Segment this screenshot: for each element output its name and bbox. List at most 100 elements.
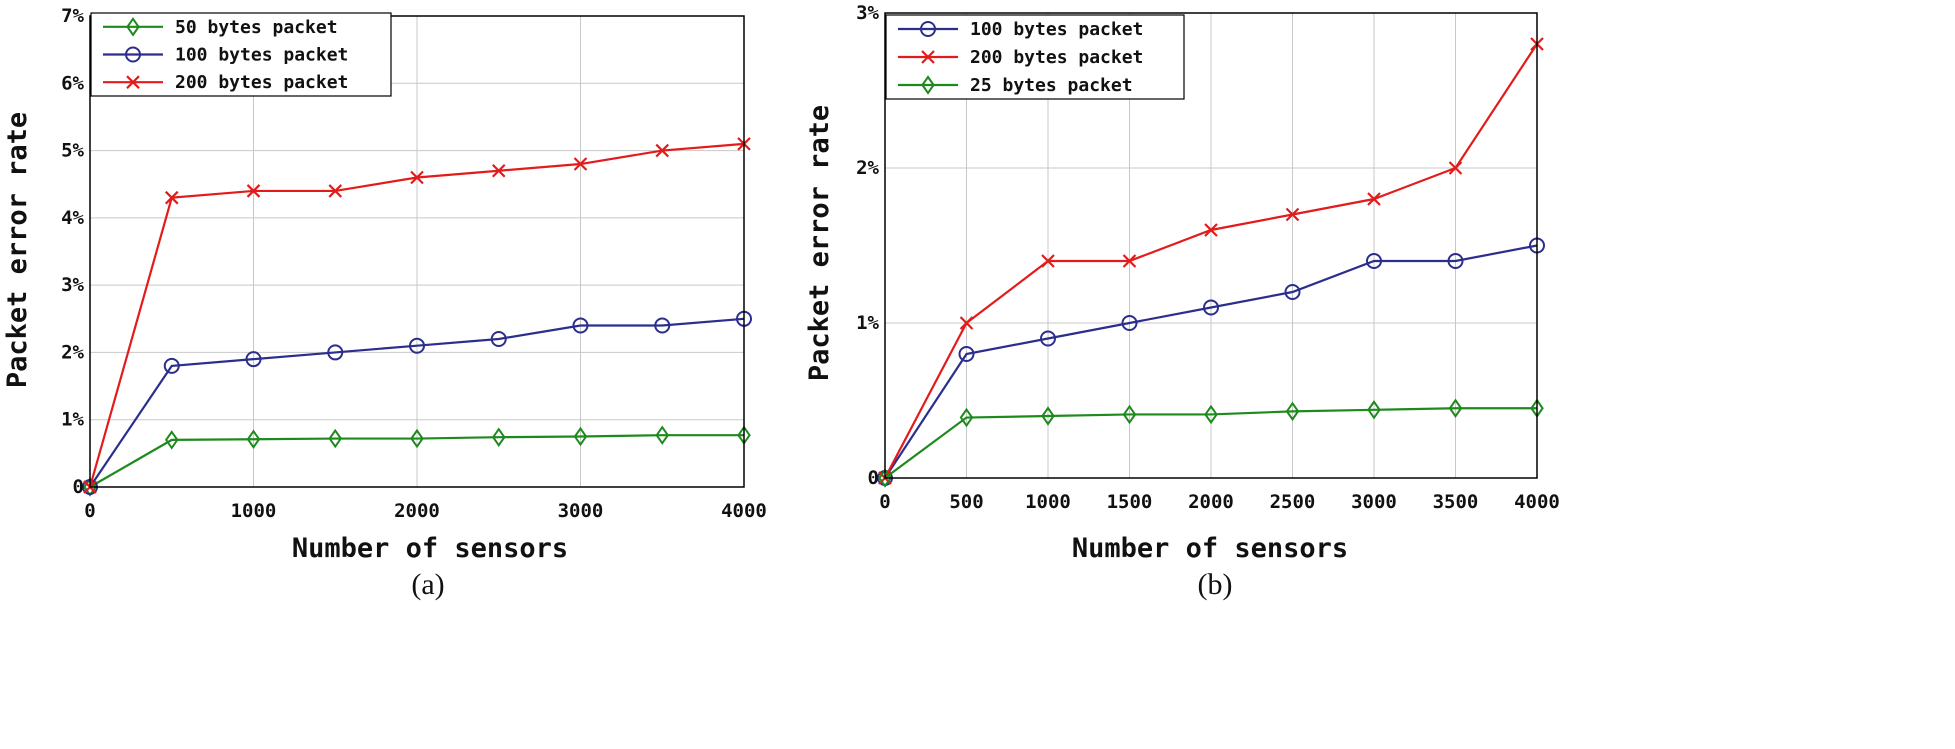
data-point-200-bytes-packet xyxy=(1122,254,1137,268)
data-point-25-bytes-packet xyxy=(1204,404,1218,425)
x-axis-label-panel-a: Number of sensors xyxy=(292,533,568,564)
plot-frame-panel-a xyxy=(89,15,745,488)
data-point-25-bytes-packet xyxy=(1448,398,1463,418)
y-tick-label: 0 xyxy=(868,467,879,489)
legend-marker xyxy=(921,50,935,64)
legend-panel-a: 50 bytes packet 100 bytes packet 200 bytes… xyxy=(90,12,392,97)
x-tick-label: 4000 xyxy=(1514,491,1560,513)
x-tick-label: 3000 xyxy=(1351,491,1397,513)
data-point-50-bytes-packet xyxy=(573,426,588,447)
legend-label: 100 bytes packet xyxy=(970,19,1143,40)
data-point-100-bytes-packet xyxy=(1203,299,1219,316)
y-tick-label: 3% xyxy=(856,2,879,24)
x-tick-label: 3000 xyxy=(558,500,604,522)
x-ticks-panel-b: 0 500 1000 1500 2000 2500 3000 3500 4000 xyxy=(879,491,1560,513)
data-point-25-bytes-packet xyxy=(1285,401,1300,422)
x-tick-label: 0 xyxy=(84,500,95,522)
legend-panel-b: 100 bytes packet 200 bytes packet 25 bytes… xyxy=(885,14,1185,100)
x-tick-label: 1000 xyxy=(231,500,277,522)
data-point-200-bytes-packet xyxy=(1448,161,1463,175)
series-panel-b xyxy=(877,37,1545,488)
data-point-200-bytes-packet xyxy=(573,157,588,171)
series-line-25-bytes-packet xyxy=(884,407,1537,479)
data-point-100-bytes-packet xyxy=(1121,315,1138,331)
legend-label: 25 bytes packet xyxy=(970,75,1133,96)
x-tick-label: 2000 xyxy=(1188,491,1234,513)
y-tick-label: 1% xyxy=(856,312,879,334)
data-point-50-bytes-packet xyxy=(491,427,506,447)
data-point-100-bytes-packet xyxy=(654,317,671,334)
data-point-50-bytes-packet xyxy=(410,428,424,449)
data-point-100-bytes-packet xyxy=(327,344,344,361)
chart-panel-a: 0 1000 2000 3000 4000 0 1% 2% 3% 4% 5% 6% 7% Number… xyxy=(2,5,767,601)
legend-label: 200 bytes packet xyxy=(970,47,1143,68)
y-ticks-panel-a: 0 1% 2% 3% 4% 5% 6% 7% xyxy=(61,5,84,498)
data-point-200-bytes-packet xyxy=(164,190,179,205)
data-point-200-bytes-packet xyxy=(410,170,424,185)
data-point-100-bytes-packet xyxy=(1447,253,1464,269)
data-point-200-bytes-packet xyxy=(1041,254,1055,268)
data-point-50-bytes-packet xyxy=(164,430,179,450)
x-tick-label: 1000 xyxy=(1025,491,1071,513)
data-point-200-bytes-packet xyxy=(1285,207,1300,222)
x-tick-label: 0 xyxy=(879,491,890,513)
y-tick-label: 5% xyxy=(61,140,84,162)
data-point-200-bytes-packet xyxy=(655,143,670,158)
series-line-50-bytes-packet xyxy=(89,434,744,488)
data-point-25-bytes-packet xyxy=(1122,404,1137,425)
y-tick-label: 7% xyxy=(61,5,84,27)
legend-marker xyxy=(920,21,936,37)
legend-marker xyxy=(125,46,141,63)
y-tick-label: 2% xyxy=(61,341,84,363)
data-point-200-bytes-packet xyxy=(1204,223,1218,237)
y-tick-label: 2% xyxy=(856,157,879,179)
y-tick-label: 3% xyxy=(61,274,84,296)
x-tick-label: 3500 xyxy=(1433,491,1479,513)
data-point-200-bytes-packet xyxy=(491,163,506,178)
series-line-100-bytes-packet xyxy=(884,244,1538,479)
legend-label: 100 bytes packet xyxy=(175,45,348,66)
data-point-50-bytes-packet xyxy=(655,425,670,445)
chart-panel-b: 0 500 1000 1500 2000 2500 3000 3500 4000 0 1% 2% 3%… xyxy=(804,2,1560,601)
data-point-100-bytes-packet xyxy=(1040,330,1056,347)
data-point-50-bytes-packet xyxy=(328,428,343,449)
y-tick-label: 0 xyxy=(73,476,84,498)
y-tick-label: 6% xyxy=(61,72,84,94)
x-tick-label: 2000 xyxy=(394,500,440,522)
series-panel-a xyxy=(82,137,752,497)
legend-marker xyxy=(921,75,935,95)
legend-marker xyxy=(126,17,140,37)
data-point-200-bytes-packet xyxy=(1367,192,1381,206)
x-ticks-panel-a: 0 1000 2000 3000 4000 xyxy=(84,500,767,522)
data-point-200-bytes-packet xyxy=(959,316,974,330)
y-axis-label-panel-a: Packet error rate xyxy=(2,112,33,388)
x-tick-label: 500 xyxy=(949,491,983,513)
panel-label-a: (a) xyxy=(411,568,444,601)
y-tick-label: 4% xyxy=(61,207,84,229)
data-point-100-bytes-packet xyxy=(958,346,975,362)
x-tick-label: 4000 xyxy=(721,500,767,522)
legend-marker xyxy=(126,75,140,89)
data-point-25-bytes-packet xyxy=(1041,406,1055,426)
data-point-200-bytes-packet xyxy=(328,184,343,198)
panel-label-b: (b) xyxy=(1198,568,1233,601)
data-point-100-bytes-packet xyxy=(1366,253,1382,269)
data-point-25-bytes-packet xyxy=(959,407,974,428)
data-point-100-bytes-packet xyxy=(572,317,589,334)
data-point-100-bytes-packet xyxy=(490,330,507,347)
data-point-100-bytes-packet xyxy=(245,351,262,368)
x-tick-label: 2500 xyxy=(1270,491,1316,513)
plot-frame-panel-b xyxy=(884,12,1538,479)
y-axis-label-panel-b: Packet error rate xyxy=(804,105,835,381)
data-point-100-bytes-packet xyxy=(163,357,180,374)
data-point-100-bytes-packet xyxy=(409,337,425,354)
data-point-50-bytes-packet xyxy=(246,429,261,449)
legend-label: 50 bytes packet xyxy=(175,17,338,38)
series-line-100-bytes-packet xyxy=(89,317,745,488)
data-point-200-bytes-packet xyxy=(246,184,261,198)
data-point-25-bytes-packet xyxy=(1367,400,1381,420)
y-tick-label: 1% xyxy=(61,409,84,431)
legend-label: 200 bytes packet xyxy=(175,72,348,93)
x-tick-label: 1500 xyxy=(1107,491,1153,513)
